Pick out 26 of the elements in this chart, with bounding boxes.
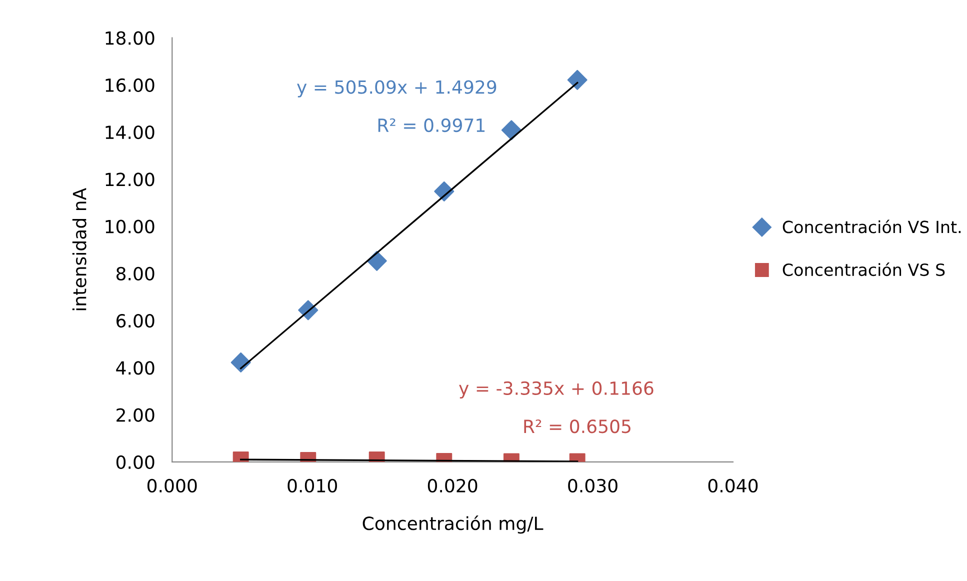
point: [501, 120, 522, 140]
y-tick-label: 16.00: [106, 78, 154, 92]
y-tick-label: 6.00: [116, 314, 154, 328]
y-tick-label: 2.00: [116, 408, 154, 422]
x-tick-label: 0.000: [147, 478, 197, 493]
y-axis-title: intensidad nA: [72, 188, 86, 310]
x-axis-title: Concentración mg/L: [362, 515, 544, 534]
point: [567, 70, 588, 90]
legend-label: Concentración VS S: [782, 262, 945, 276]
x-tick-label: 0.040: [708, 478, 758, 493]
x-tick-label: 0.020: [428, 478, 478, 493]
x-tick-label: 0.030: [568, 478, 618, 493]
y-tick-label: 14.00: [106, 125, 154, 140]
legend-label: Concentración VS Int.: [782, 220, 961, 234]
annotation: y = -3.335x + 0.1166: [459, 381, 654, 399]
y-tick-label: 18.00: [106, 31, 154, 45]
y-tick-label: 12.00: [106, 172, 154, 186]
y-tick-label: 4.00: [116, 361, 154, 375]
y-tick-label: 10.00: [106, 220, 154, 234]
annotation: y = 505.09x + 1.4929: [297, 80, 496, 98]
point: [366, 250, 387, 271]
y-tick-label: 8.00: [116, 266, 154, 281]
annotation: R² = 0.6505: [524, 420, 630, 434]
x-tick-label: 0.010: [288, 478, 337, 493]
annotation: R² = 0.9971: [378, 118, 485, 132]
y-tick-label: 0.00: [116, 455, 154, 470]
